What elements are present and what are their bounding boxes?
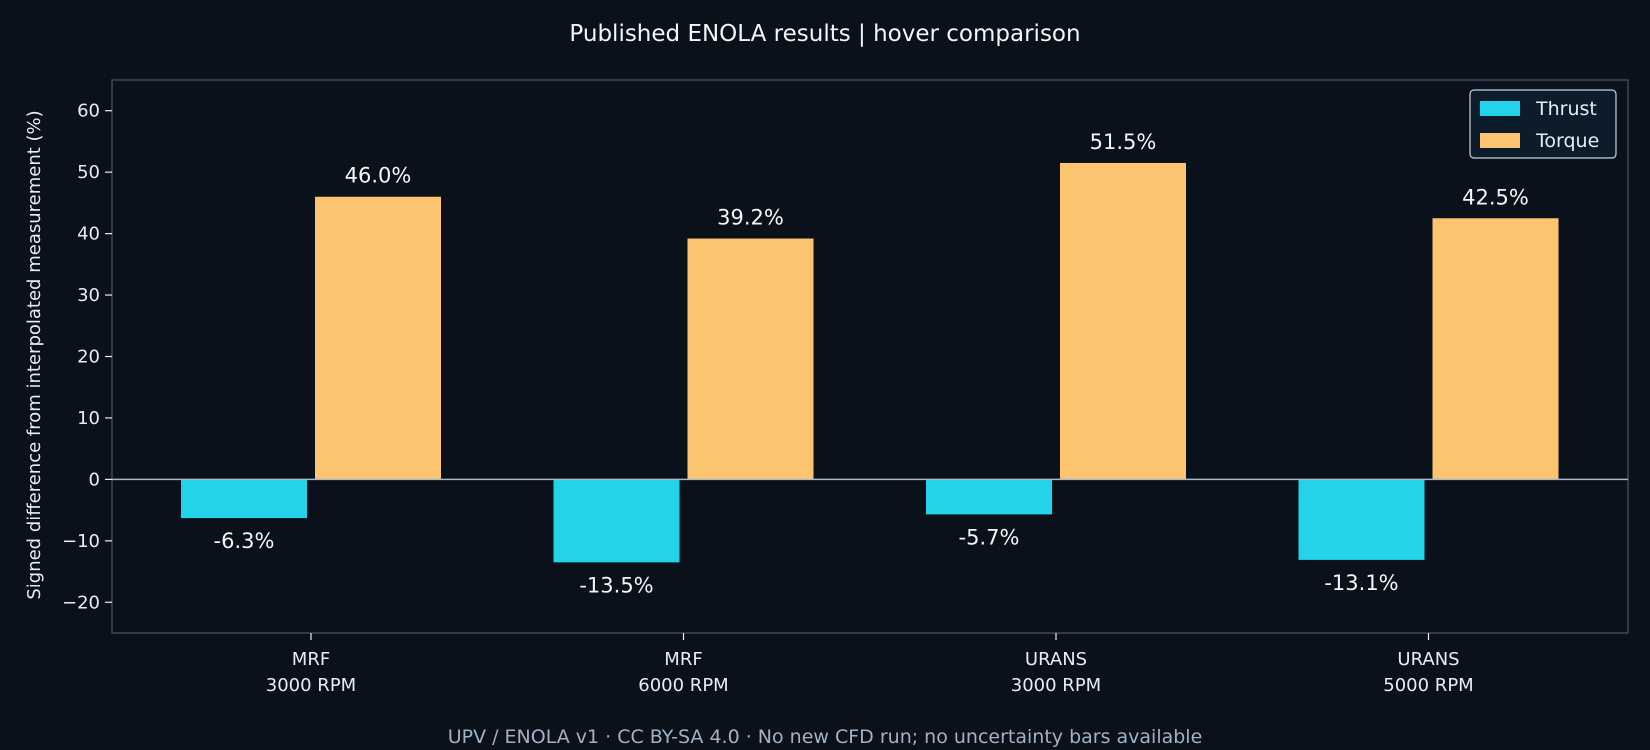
bar-torque xyxy=(1060,162,1186,480)
y-axis-title: Signed difference from interpolated meas… xyxy=(24,110,45,599)
plot-area: 60 50 40 30 20 10 0 −10 −20 -6.3% 46.0% MRF 3000 RPM… xyxy=(62,79,1629,696)
bar-value-label: -13.5% xyxy=(579,573,653,597)
legend-label-thrust: Thrust xyxy=(1535,98,1597,120)
bar-thrust xyxy=(181,479,307,519)
legend-label-torque: Torque xyxy=(1535,130,1599,152)
y-tick-label: 60 xyxy=(77,101,100,122)
x-tick-label: 3000 RPM xyxy=(1011,675,1101,696)
x-tick-label: MRF xyxy=(292,649,330,670)
x-tick-label: URANS xyxy=(1025,649,1087,670)
y-tick-label: 10 xyxy=(77,408,100,429)
y-tick-label: 50 xyxy=(77,162,100,183)
y-tick-label: 40 xyxy=(77,224,100,245)
bar-value-label: 39.2% xyxy=(717,206,784,230)
legend-swatch-torque xyxy=(1480,133,1520,148)
footer-note: UPV / ENOLA v1 · CC BY-SA 4.0 · No new C… xyxy=(448,726,1203,748)
bar-thrust xyxy=(553,479,680,563)
legend-swatch-thrust xyxy=(1480,101,1520,116)
y-tick-label: 20 xyxy=(77,347,100,368)
bar-value-label: -6.3% xyxy=(214,529,275,553)
x-tick-label: 5000 RPM xyxy=(1383,675,1473,696)
y-tick-label: −20 xyxy=(62,592,100,613)
bar-value-label: 46.0% xyxy=(345,164,412,188)
bar-torque xyxy=(315,196,441,480)
x-tick-label: URANS xyxy=(1397,649,1459,670)
x-tick-label: 3000 RPM xyxy=(266,675,356,696)
y-tick-label: 0 xyxy=(89,469,100,490)
y-tick-label: −10 xyxy=(62,531,100,552)
y-tick-label: 30 xyxy=(77,285,100,306)
bar-torque xyxy=(1432,218,1559,480)
bar-value-label: 51.5% xyxy=(1090,130,1157,154)
bar-thrust xyxy=(1298,479,1425,560)
chart-title: Published ENOLA results | hover comparis… xyxy=(569,21,1080,47)
bar-value-label: -13.1% xyxy=(1324,571,1398,595)
legend: Thrust Torque xyxy=(1469,89,1617,159)
bar-value-label: -5.7% xyxy=(959,525,1020,549)
x-tick-label: 6000 RPM xyxy=(638,675,728,696)
bar-value-label: 42.5% xyxy=(1462,185,1529,209)
bar-torque xyxy=(687,238,814,480)
bar-thrust xyxy=(926,479,1052,515)
x-tick-label: MRF xyxy=(664,649,702,670)
